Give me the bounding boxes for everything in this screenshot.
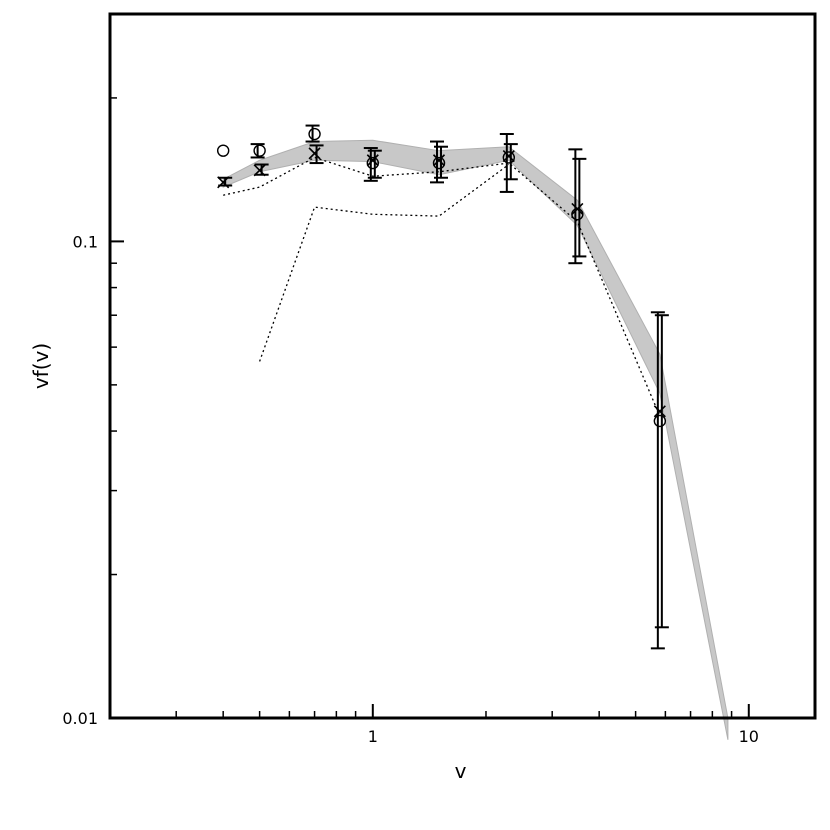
band-layer: [222, 139, 729, 740]
cross-marker: [366, 154, 379, 167]
cross-marker: [502, 150, 515, 163]
errorbar-layer: [218, 124, 669, 650]
cross-marker: [253, 164, 266, 177]
y-axis-title: vf(v): [29, 343, 53, 389]
cross-marker: [308, 147, 321, 160]
y-tick-label: 0.01: [62, 709, 98, 728]
circle-marker: [502, 151, 516, 164]
circle-marker: [216, 144, 230, 157]
circle-marker: [308, 127, 321, 141]
shaded-band: [222, 139, 729, 740]
y-tick-label: 0.1: [73, 232, 98, 251]
cross-marker: [217, 176, 230, 189]
cross-marker: [653, 405, 666, 418]
circle-marker: [432, 156, 446, 170]
tick-layer: 1 10 0.01 0.1: [62, 97, 759, 746]
marker-layer: [216, 127, 667, 428]
dotted-line-2: [223, 156, 661, 417]
lines-layer: [223, 156, 661, 417]
circle-marker: [653, 414, 667, 428]
x-tick-label: 1: [368, 727, 378, 746]
plot-frame: [108, 12, 817, 720]
x-axis-title: v: [455, 759, 467, 783]
cross-marker: [432, 154, 446, 167]
cross-marker: [571, 202, 584, 215]
dotted-line-3: [259, 163, 510, 362]
circle-marker: [366, 156, 380, 170]
x-tick-label: 10: [739, 727, 759, 746]
circle-marker: [253, 144, 266, 157]
